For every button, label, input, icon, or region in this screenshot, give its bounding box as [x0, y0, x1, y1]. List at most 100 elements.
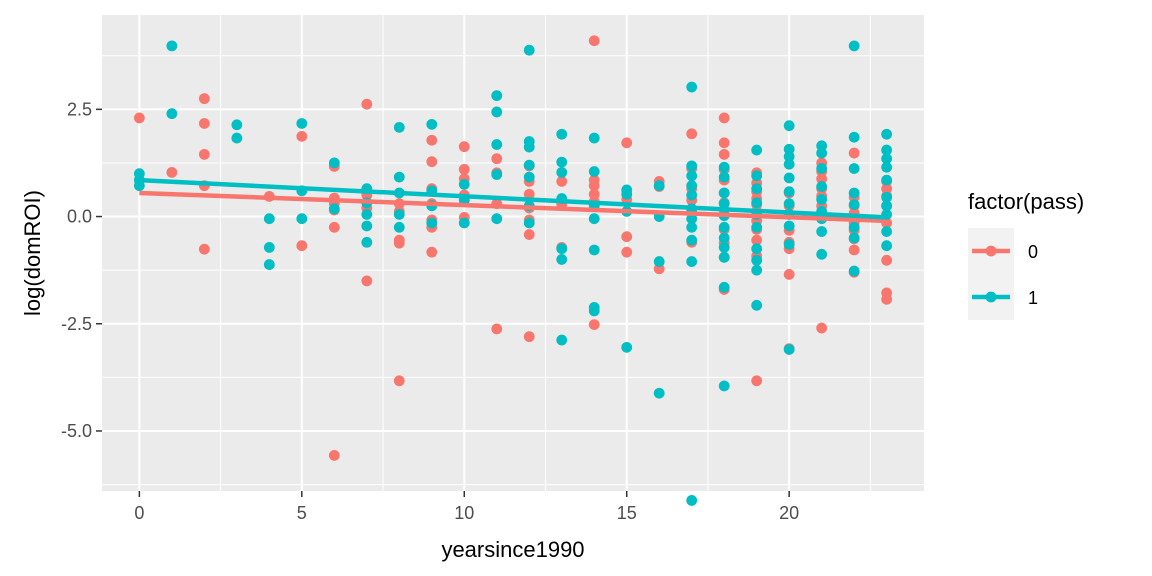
data-point-pass-1	[426, 217, 438, 229]
y-axis-title: log(domROI)	[20, 190, 45, 316]
data-point-pass-1	[881, 153, 893, 165]
data-point-pass-1	[816, 181, 828, 192]
data-point-pass-1	[751, 299, 763, 311]
data-point-pass-1	[458, 217, 470, 229]
legend-key-point	[985, 245, 997, 257]
legend-label: 0	[1028, 242, 1038, 262]
legend: factor(pass) 01	[968, 189, 1084, 320]
data-point-pass-1	[783, 198, 795, 210]
data-point-pass-0	[361, 98, 373, 110]
data-point-pass-1	[881, 200, 893, 212]
x-tick-label: 0	[134, 503, 144, 523]
x-tick-label: 20	[779, 503, 799, 523]
x-tick-label: 5	[297, 503, 307, 523]
data-point-pass-1	[686, 213, 698, 225]
data-point-pass-0	[328, 450, 340, 461]
y-tick-label: -5.0	[61, 421, 92, 441]
data-point-pass-1	[816, 248, 828, 260]
data-point-pass-0	[458, 141, 470, 153]
data-point-pass-0	[361, 275, 373, 287]
data-point-pass-1	[588, 213, 600, 225]
data-point-pass-0	[751, 375, 763, 387]
data-point-pass-1	[491, 169, 503, 180]
data-point-pass-0	[133, 112, 145, 124]
data-point-pass-1	[458, 178, 470, 190]
data-point-pass-1	[783, 344, 795, 355]
data-point-pass-0	[198, 148, 210, 160]
data-point-pass-0	[296, 130, 308, 142]
data-point-pass-0	[718, 137, 730, 149]
data-point-pass-1	[556, 254, 568, 265]
data-point-pass-1	[881, 226, 893, 237]
data-point-pass-0	[523, 188, 535, 200]
data-point-pass-0	[523, 229, 535, 240]
data-point-pass-0	[393, 237, 405, 249]
data-point-pass-0	[816, 173, 828, 185]
x-axis-title: yearsince1990	[441, 537, 584, 562]
data-point-pass-1	[588, 305, 600, 317]
data-point-pass-1	[686, 221, 698, 233]
x-axis: 0 5 10 15 20	[134, 491, 799, 523]
data-point-pass-1	[718, 380, 730, 392]
data-point-pass-1	[783, 186, 795, 198]
y-axis: -5.0 -2.5 0.0 2.5	[61, 99, 102, 441]
plot-panel	[102, 15, 924, 491]
data-point-pass-1	[751, 264, 763, 276]
data-point-pass-0	[166, 166, 178, 178]
data-point-pass-0	[621, 137, 633, 149]
data-point-pass-0	[686, 128, 698, 140]
y-tick-label: 0.0	[67, 207, 92, 227]
data-point-pass-1	[556, 334, 568, 346]
data-point-pass-0	[296, 240, 308, 252]
data-point-pass-0	[588, 35, 600, 47]
data-point-pass-1	[881, 144, 893, 156]
data-point-pass-1	[686, 81, 698, 93]
data-point-pass-1	[783, 158, 795, 170]
data-point-pass-1	[523, 141, 535, 153]
data-point-pass-0	[426, 156, 438, 168]
data-point-pass-1	[686, 170, 698, 182]
data-point-pass-1	[718, 281, 730, 293]
data-point-pass-0	[198, 118, 210, 129]
data-point-pass-1	[718, 198, 730, 210]
data-point-pass-1	[653, 180, 665, 192]
data-point-pass-1	[783, 239, 795, 250]
data-point-pass-1	[621, 188, 633, 200]
data-point-pass-1	[881, 174, 893, 186]
data-point-pass-0	[556, 175, 568, 187]
data-point-pass-0	[718, 112, 730, 124]
data-point-pass-1	[361, 236, 373, 248]
data-point-pass-0	[718, 148, 730, 160]
data-point-pass-1	[133, 180, 145, 192]
data-point-pass-1	[621, 341, 633, 353]
data-point-pass-1	[393, 171, 405, 183]
data-point-pass-1	[328, 203, 340, 215]
data-point-pass-0	[491, 323, 503, 335]
x-tick-label: 10	[454, 503, 474, 523]
data-point-pass-1	[166, 40, 178, 52]
data-point-pass-0	[523, 331, 535, 343]
trend-lines	[139, 177, 887, 224]
data-point-pass-1	[816, 147, 828, 159]
data-point-pass-0	[816, 322, 828, 334]
data-point-pass-1	[718, 161, 730, 173]
data-point-pass-0	[198, 243, 210, 255]
data-point-pass-1	[751, 243, 763, 255]
data-point-pass-1	[718, 251, 730, 263]
data-point-pass-1	[328, 157, 340, 169]
data-point-pass-0	[848, 147, 860, 159]
data-point-pass-1	[393, 121, 405, 133]
data-point-pass-1	[848, 221, 860, 233]
data-point-pass-0	[881, 254, 893, 266]
data-point-pass-1	[426, 118, 438, 130]
data-point-pass-1	[751, 170, 763, 182]
data-point-pass-0	[881, 293, 893, 305]
trend-line-pass-1	[139, 177, 887, 220]
data-point-pass-0	[426, 246, 438, 258]
data-point-pass-1	[881, 128, 893, 140]
data-point-pass-1	[751, 144, 763, 156]
data-point-pass-1	[686, 234, 698, 246]
data-point-pass-1	[523, 171, 535, 183]
data-point-pass-1	[718, 242, 730, 253]
data-point-pass-0	[491, 153, 503, 165]
